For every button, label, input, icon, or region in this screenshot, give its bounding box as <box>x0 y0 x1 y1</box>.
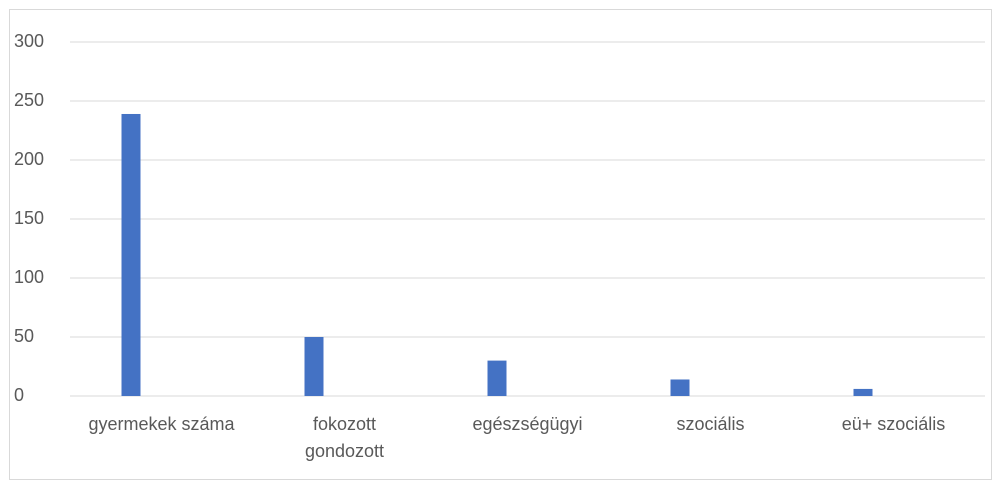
y-tick-label: 300 <box>14 31 44 51</box>
bar <box>670 379 690 396</box>
y-tick-label: 50 <box>14 326 34 346</box>
y-tick-label: 250 <box>14 90 44 110</box>
y-tick-label: 200 <box>14 149 44 169</box>
y-tick-label: 150 <box>14 208 44 228</box>
bar <box>487 360 507 396</box>
x-tick-label: szociális <box>676 414 744 434</box>
x-tick-label: egészségügyi <box>472 414 582 434</box>
chart-border <box>9 9 992 480</box>
x-tick-label: gyermekek száma <box>88 414 235 434</box>
bar <box>853 388 873 396</box>
bar <box>121 113 141 396</box>
x-tick-label: fokozott gondozott <box>305 414 384 461</box>
x-tick-label: eü+ szociális <box>842 414 946 434</box>
bar <box>304 337 324 396</box>
y-tick-label: 100 <box>14 267 44 287</box>
y-tick-label: 0 <box>14 385 24 405</box>
